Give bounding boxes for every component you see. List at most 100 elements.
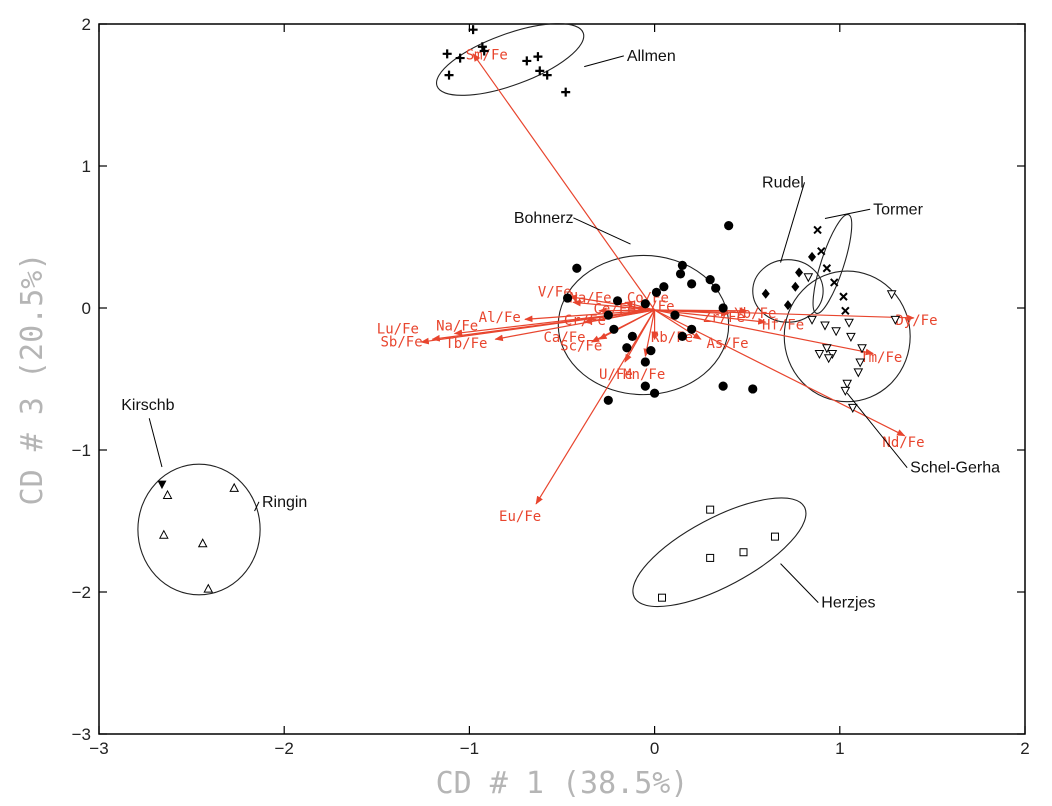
x-tick-label: 1 xyxy=(835,739,844,758)
point-ringin xyxy=(203,583,214,593)
point-rudel xyxy=(808,251,817,262)
point-schel-gerha xyxy=(855,358,866,368)
point-bohnerz xyxy=(687,279,697,289)
point-schel-gerha xyxy=(847,403,858,413)
vector-label-sb-fe: Sb/Fe xyxy=(381,334,423,350)
leader-line-allmen xyxy=(584,55,624,68)
point-schel-gerha xyxy=(823,354,834,364)
point-allmen xyxy=(477,42,487,52)
leader-line-ringin xyxy=(254,501,260,512)
point-allmen xyxy=(542,70,552,80)
point-bohnerz xyxy=(705,275,715,285)
ellipse-herzjes xyxy=(632,497,807,608)
point-tormer xyxy=(830,278,839,287)
x-tick-label: −3 xyxy=(89,739,108,758)
y-tick-label: 2 xyxy=(82,15,91,34)
point-rudel xyxy=(783,300,792,311)
vector-dy-fe xyxy=(654,309,915,322)
point-bohnerz xyxy=(640,299,650,309)
point-bohnerz xyxy=(609,324,619,334)
leader-line-tormer xyxy=(824,208,871,220)
group-label-bohnerz: Bohnerz xyxy=(514,210,574,227)
point-rudel xyxy=(791,281,800,292)
y-axis-title: CD # 3 (20.5%) xyxy=(15,253,50,506)
point-rudel xyxy=(795,267,804,278)
vector-label-na-fe: Na/Fe xyxy=(436,319,478,335)
vector-label-rb-fe: Rb/Fe xyxy=(651,330,693,346)
ellipse-schel-gerha xyxy=(783,270,911,403)
point-schel-gerha xyxy=(831,327,841,337)
point-bohnerz xyxy=(718,303,728,313)
chart-labels: Allmen Bohnerz Rudel Tormer Schel-Gerha Herzj… xyxy=(121,48,1000,612)
point-kirschb xyxy=(157,480,167,490)
leader-line-bohnerz xyxy=(573,217,631,245)
point-schel-gerha xyxy=(857,344,867,354)
vector-nd-fe xyxy=(654,309,906,437)
point-schel-gerha xyxy=(822,344,832,354)
point-bohnerz xyxy=(659,282,669,292)
ellipse-allmen xyxy=(435,23,585,96)
vector-zr-fe xyxy=(654,309,730,317)
x-axis-title: CD # 1 (38.5%) xyxy=(436,766,689,801)
point-allmen xyxy=(522,56,532,66)
point-bohnerz xyxy=(711,283,721,293)
point-allmen xyxy=(479,46,489,56)
point-bohnerz xyxy=(603,395,613,405)
point-schel-gerha xyxy=(846,332,856,342)
vector-label-zr-fe: Zr/Fe xyxy=(703,310,745,326)
vector-sb-fe xyxy=(420,309,655,345)
vector-label-yb-fe: Yb/Fe xyxy=(734,306,776,322)
point-herzjes xyxy=(770,532,779,541)
vector-tb-fe xyxy=(494,309,655,342)
vector-label-lu-fe: Lu/Fe xyxy=(377,322,419,338)
group-label-tormer: Tormer xyxy=(873,201,923,218)
group-label-rudel: Rudel xyxy=(762,174,804,191)
vector-label-ca-fe: Ca/Fe xyxy=(543,330,585,346)
point-bohnerz xyxy=(640,381,650,391)
point-bohnerz xyxy=(670,310,680,320)
vector-as-fe xyxy=(654,309,702,340)
plot-frame xyxy=(98,23,1026,735)
point-bohnerz xyxy=(748,384,758,394)
point-bohnerz xyxy=(646,346,656,356)
leader-line-schel-gerha xyxy=(846,392,908,469)
leader-line-rudel xyxy=(780,182,805,263)
point-bohnerz xyxy=(622,343,632,353)
point-bohnerz xyxy=(562,293,573,303)
leader-line-herzjes xyxy=(780,563,819,603)
point-schel-gerha xyxy=(807,315,817,325)
vector-label-sc-fe: Sc/Fe xyxy=(560,339,602,355)
vector-tm-fe xyxy=(654,309,874,356)
x-tick-label: −1 xyxy=(460,739,479,758)
axis-ticks: −3 −2 −1 0 1 2 −3 −2 −1 0 1 2 xyxy=(72,15,1030,758)
point-tormer xyxy=(822,264,832,273)
point-herzjes xyxy=(706,505,715,514)
point-allmen xyxy=(535,66,545,76)
point-bohnerz xyxy=(675,269,686,279)
point-bohnerz xyxy=(687,324,697,334)
point-allmen xyxy=(533,52,543,62)
point-schel-gerha xyxy=(840,386,851,396)
point-tormer xyxy=(839,292,848,301)
leader-line-kirschb xyxy=(148,418,163,468)
group-label-ringin: Ringin xyxy=(262,494,307,511)
point-schel-gerha xyxy=(853,368,864,378)
point-schel-gerha xyxy=(827,349,838,360)
point-ringin xyxy=(158,529,169,539)
point-schel-gerha xyxy=(820,321,830,331)
x-tick-label: 0 xyxy=(650,739,659,758)
vector-label-as-fe: As/Fe xyxy=(706,336,748,352)
vector-sc-fe xyxy=(590,309,655,343)
point-schel-gerha xyxy=(844,318,854,328)
point-ringin xyxy=(197,538,208,548)
vector-al-fe xyxy=(524,309,655,323)
point-ringin xyxy=(229,482,240,492)
point-bohnerz xyxy=(677,331,687,341)
point-herzjes xyxy=(658,593,667,602)
point-bohnerz xyxy=(677,260,687,270)
vector-label-eu-fe: Eu/Fe xyxy=(499,509,541,525)
vector-label-na-fe: Na/Fe xyxy=(569,290,611,306)
group-label-kirschb: Kirschb xyxy=(121,397,174,414)
group-ellipses xyxy=(137,23,911,608)
y-tick-label: 1 xyxy=(82,157,91,176)
